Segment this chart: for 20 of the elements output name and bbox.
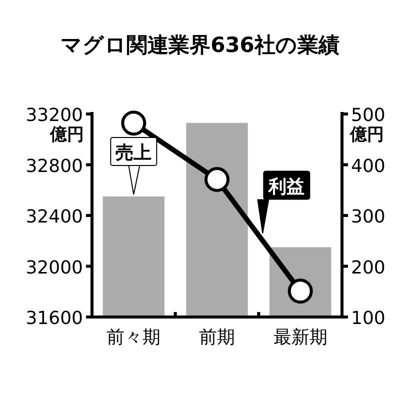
y-tick-label: 33200 bbox=[26, 105, 83, 126]
y-axis-title: 億円 bbox=[49, 125, 84, 145]
x-tick-label: 最新期 bbox=[273, 327, 328, 348]
y2-tick-label: 100 bbox=[351, 308, 386, 329]
y-tick-label: 32400 bbox=[26, 206, 83, 228]
y-tick-label: 31600 bbox=[26, 308, 83, 329]
y2-tick-label: 400 bbox=[351, 156, 386, 177]
y2-tick-label: 200 bbox=[351, 257, 386, 278]
x-tick-label: 前々期 bbox=[106, 327, 161, 348]
y2-tick-label: 300 bbox=[351, 206, 386, 228]
chart-title: マグロ関連業界636社の業績 bbox=[60, 33, 340, 57]
y-tick-label: 32800 bbox=[26, 156, 83, 177]
y-tick-label: 32000 bbox=[26, 257, 83, 278]
point bbox=[204, 166, 230, 192]
series-label: 利益 bbox=[268, 176, 305, 198]
y2-axis-title: 億円 bbox=[349, 125, 384, 145]
y2-tick-label: 500 bbox=[351, 105, 386, 126]
point bbox=[121, 110, 146, 136]
x-tick-label: 前期 bbox=[199, 327, 235, 348]
series-label: 売上 bbox=[116, 142, 152, 164]
